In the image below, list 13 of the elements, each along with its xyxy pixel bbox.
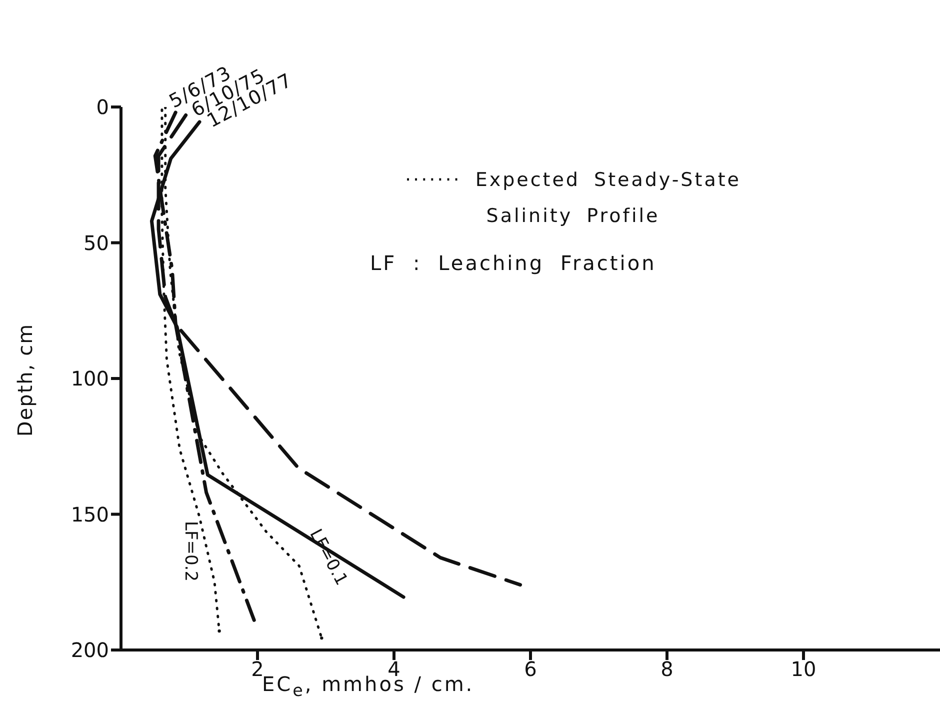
x-tick-label: 10	[790, 657, 816, 682]
x-tick-label: 2	[251, 657, 264, 682]
y-tick-label: 150	[70, 502, 109, 526]
text: LF=0.2	[180, 520, 200, 582]
annotation: ······· Expected Steady-State Salinity Profile	[404, 168, 742, 229]
x-tick-label: 8	[660, 657, 674, 682]
annotation: LF : Leaching Fraction	[370, 251, 656, 275]
x-tick-label: 6	[524, 657, 537, 682]
y-tick-label: 50	[84, 230, 109, 255]
y-tick-label: 100	[70, 366, 109, 391]
y-axis-title: Depth, cm	[13, 323, 37, 437]
y-tick-label: 200	[70, 638, 109, 662]
y-tick-label: 0	[96, 95, 109, 120]
